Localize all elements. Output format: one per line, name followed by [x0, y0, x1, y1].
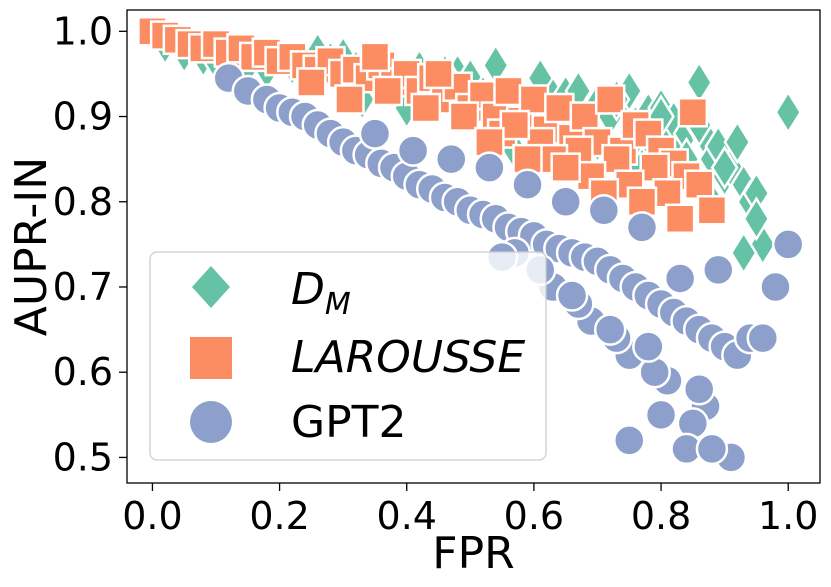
- y-tick-label: 0.8: [53, 180, 113, 224]
- legend-item-larousse: LAROUSSE: [190, 332, 525, 383]
- y-tick-label: 0.6: [53, 350, 113, 394]
- legend-box: [149, 251, 547, 461]
- points-layer: [137, 16, 805, 474]
- legend-item-dm: DM: [192, 264, 351, 322]
- square-point: [696, 195, 728, 226]
- diamond-point: [742, 196, 771, 242]
- square-point: [423, 58, 454, 90]
- square-point: [594, 84, 626, 115]
- circle-point: [771, 228, 805, 261]
- axes-layer: 0.0 0.2 0.4 0.6 0.8 1.0 0.5 0.6 0.7 0.8 0.9 1.0: [53, 9, 819, 538]
- diamond-point: [729, 230, 758, 276]
- circle-point: [555, 279, 589, 312]
- legend-label-gpt2: GPT2: [291, 397, 407, 448]
- diamond-point: [685, 60, 714, 105]
- square-point: [372, 75, 403, 107]
- legend-label-dm: DM: [291, 264, 351, 322]
- series-square: [137, 16, 728, 235]
- plot-frame: [126, 9, 821, 484]
- square-point: [448, 101, 480, 132]
- circle-point: [746, 321, 780, 355]
- square-point: [499, 109, 531, 141]
- square-point: [544, 92, 575, 124]
- diamond-point: [723, 119, 752, 165]
- x-axis-title: FPR: [432, 528, 514, 579]
- square-point: [639, 152, 670, 183]
- y-tick-label: 0.9: [53, 95, 113, 139]
- x-tick-label: 0.8: [631, 494, 691, 538]
- legend-label-dm-main: D: [291, 264, 325, 315]
- circle-point: [663, 262, 697, 295]
- y-tick-label: 0.7: [53, 265, 113, 309]
- circle-point: [613, 424, 646, 457]
- circle-point: [549, 185, 582, 219]
- circle-point: [632, 330, 665, 363]
- square-point: [550, 152, 581, 183]
- square-point: [296, 67, 327, 98]
- y-tick-label: 1.0: [53, 9, 113, 53]
- x-tick-label: 0.4: [377, 494, 437, 538]
- circle-point: [702, 253, 735, 287]
- circle-point: [396, 134, 430, 167]
- legend-label-dm-subscript: M: [325, 287, 351, 322]
- legend: DM LAROUSSE GPT2: [149, 251, 547, 461]
- legend-item-gpt2: GPT2: [190, 397, 407, 448]
- legend-circle-marker: [190, 401, 232, 443]
- square-point: [652, 177, 683, 209]
- square-point: [677, 97, 709, 128]
- square-point: [601, 143, 632, 175]
- circle-point: [593, 313, 627, 346]
- legend-label-larousse: LAROUSSE: [291, 332, 525, 383]
- circle-point: [511, 168, 544, 201]
- circle-point: [473, 151, 506, 184]
- circle-point: [358, 117, 392, 150]
- square-point: [410, 92, 442, 124]
- square-point: [664, 203, 696, 235]
- x-tick-label: 0.2: [249, 494, 309, 538]
- circle-point: [434, 142, 468, 176]
- square-point: [569, 101, 601, 132]
- circle-point: [644, 398, 678, 432]
- x-tick-label: 0.6: [504, 494, 564, 538]
- x-tick-label: 0.0: [122, 494, 182, 538]
- square-point: [359, 41, 391, 73]
- circle-point: [625, 211, 659, 244]
- circle-point: [695, 432, 729, 466]
- x-tick-label: 1.0: [758, 494, 818, 538]
- circle-point: [759, 270, 792, 304]
- circle-point: [587, 194, 621, 227]
- diamond-point: [774, 89, 803, 135]
- legend-diamond-marker: [192, 266, 230, 308]
- y-axis-title: AUPR-IN: [6, 157, 57, 336]
- square-point: [493, 75, 524, 107]
- square-point: [683, 169, 715, 200]
- plot-area: [126, 9, 821, 484]
- square-point: [518, 84, 550, 115]
- legend-square-marker: [190, 337, 232, 379]
- y-tick-label: 0.5: [53, 435, 113, 479]
- diamond-point: [710, 145, 739, 191]
- square-point: [334, 84, 365, 115]
- circle-point: [682, 373, 716, 406]
